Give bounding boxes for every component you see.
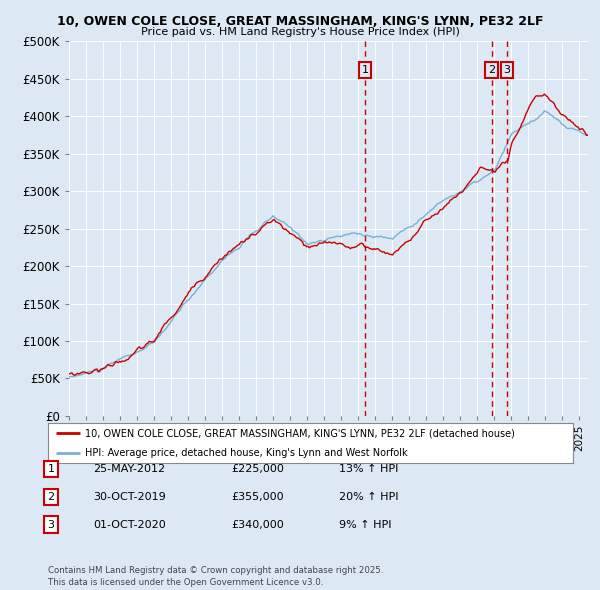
Text: 10, OWEN COLE CLOSE, GREAT MASSINGHAM, KING'S LYNN, PE32 2LF: 10, OWEN COLE CLOSE, GREAT MASSINGHAM, K… — [57, 15, 543, 28]
Text: £355,000: £355,000 — [231, 492, 284, 502]
Text: 13% ↑ HPI: 13% ↑ HPI — [339, 464, 398, 474]
Text: 2: 2 — [47, 492, 55, 502]
Text: 30-OCT-2019: 30-OCT-2019 — [93, 492, 166, 502]
Text: 1: 1 — [362, 65, 368, 75]
Text: 1: 1 — [47, 464, 55, 474]
Text: 25-MAY-2012: 25-MAY-2012 — [93, 464, 165, 474]
Text: 2: 2 — [488, 65, 495, 75]
Text: 01-OCT-2020: 01-OCT-2020 — [93, 520, 166, 529]
Text: 20% ↑ HPI: 20% ↑ HPI — [339, 492, 398, 502]
Text: 3: 3 — [503, 65, 511, 75]
Text: HPI: Average price, detached house, King's Lynn and West Norfolk: HPI: Average price, detached house, King… — [85, 448, 407, 458]
Text: Contains HM Land Registry data © Crown copyright and database right 2025.
This d: Contains HM Land Registry data © Crown c… — [48, 566, 383, 587]
Text: 3: 3 — [47, 520, 55, 529]
Text: 10, OWEN COLE CLOSE, GREAT MASSINGHAM, KING'S LYNN, PE32 2LF (detached house): 10, OWEN COLE CLOSE, GREAT MASSINGHAM, K… — [85, 428, 515, 438]
Text: Price paid vs. HM Land Registry's House Price Index (HPI): Price paid vs. HM Land Registry's House … — [140, 27, 460, 37]
Text: 9% ↑ HPI: 9% ↑ HPI — [339, 520, 391, 529]
Text: £225,000: £225,000 — [231, 464, 284, 474]
Text: £340,000: £340,000 — [231, 520, 284, 529]
